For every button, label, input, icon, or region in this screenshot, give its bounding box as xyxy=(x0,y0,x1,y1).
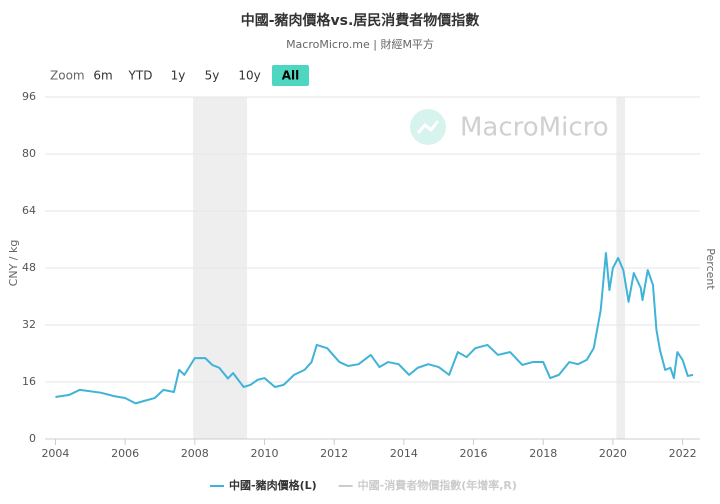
zoom-button[interactable]: 10y xyxy=(238,69,260,83)
y-tick-label: 0 xyxy=(29,432,36,445)
x-tick-label: 2016 xyxy=(460,447,488,460)
x-tick-label: 2008 xyxy=(181,447,209,460)
zoom-button[interactable]: 1y xyxy=(171,69,186,83)
legend-label[interactable]: 中國-豬肉價格(L) xyxy=(229,478,317,492)
watermark-logo-mark xyxy=(416,120,440,134)
x-tick-label: 2020 xyxy=(599,447,627,460)
y-tick-label: 64 xyxy=(22,204,36,217)
zoom-button[interactable]: 6m xyxy=(93,69,112,83)
y2-axis-title: Percent xyxy=(704,248,717,290)
zoom-button[interactable]: YTD xyxy=(128,69,153,83)
y-tick-label: 80 xyxy=(22,147,36,160)
chart-subtitle: MacroMicro.me | 財經M平方 xyxy=(286,37,434,51)
y-tick-label: 16 xyxy=(22,375,36,388)
zoom-button[interactable]: 5y xyxy=(205,69,220,83)
x-tick-label: 2022 xyxy=(669,447,697,460)
y-axis-title: CNY / kg xyxy=(7,240,20,287)
y-tick-label: 96 xyxy=(22,90,36,103)
chart-title: 中國-豬肉價格vs.居民消費者物價指數 xyxy=(241,12,480,29)
zoom-button[interactable]: All xyxy=(282,69,300,83)
y-tick-label: 48 xyxy=(22,261,36,274)
x-tick-label: 2004 xyxy=(41,447,69,460)
y-tick-label: 32 xyxy=(22,318,36,331)
x-tick-label: 2006 xyxy=(111,447,139,460)
x-tick-label: 2014 xyxy=(390,447,418,460)
watermark: MacroMicro xyxy=(460,113,609,143)
x-tick-label: 2018 xyxy=(529,447,557,460)
zoom-label: Zoom xyxy=(50,69,85,83)
zoom-button-bg[interactable] xyxy=(272,65,309,86)
x-tick-label: 2012 xyxy=(320,447,348,460)
line-series xyxy=(55,252,694,405)
legend-label[interactable]: 中國-消費者物價指數(年增率,R) xyxy=(358,478,517,492)
x-tick-label: 2010 xyxy=(250,447,278,460)
